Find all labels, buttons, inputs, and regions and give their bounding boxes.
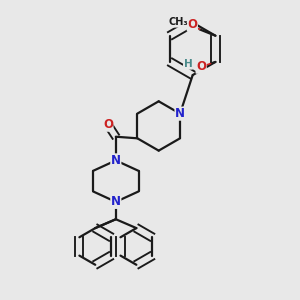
Text: H: H [184, 59, 192, 69]
Text: O: O [187, 18, 197, 31]
Text: O: O [196, 60, 206, 73]
Text: O: O [103, 118, 113, 131]
Text: N: N [111, 195, 121, 208]
Text: N: N [175, 107, 185, 120]
Text: N: N [111, 154, 121, 167]
Text: CH₃: CH₃ [168, 17, 188, 27]
